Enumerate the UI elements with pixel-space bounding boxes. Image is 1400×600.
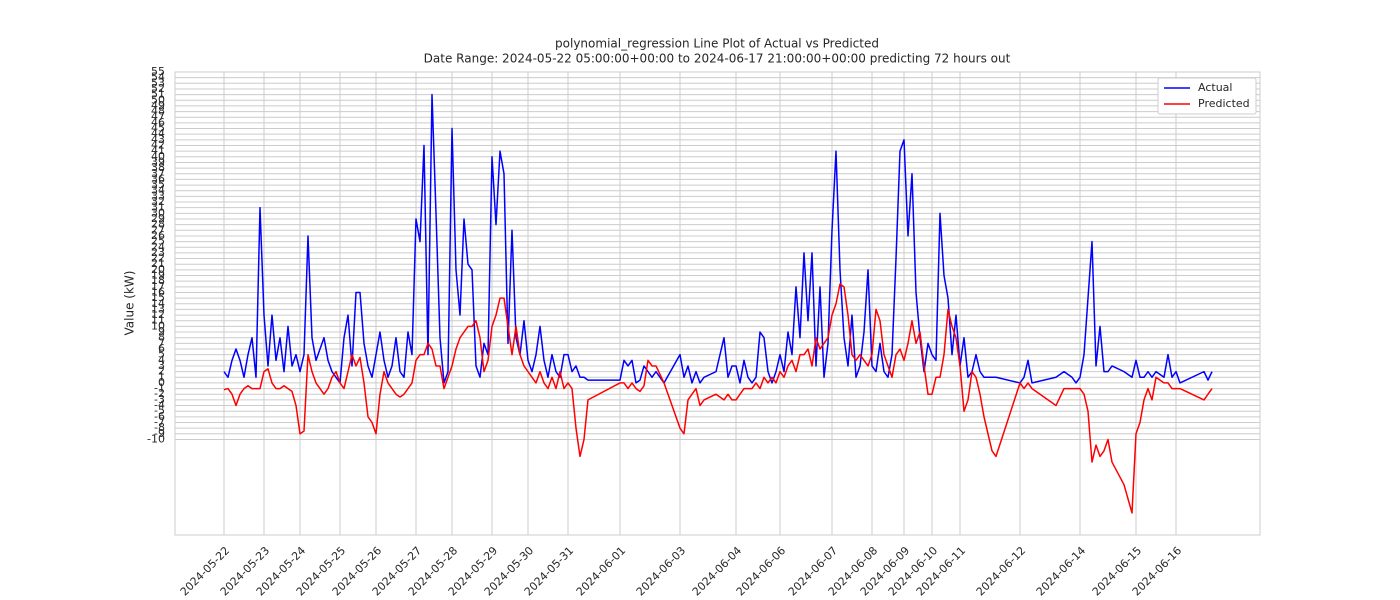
- y-axis-label: Value (kW): [123, 271, 137, 336]
- y-tick-label: -10: [147, 432, 165, 445]
- y-tick-label: -4: [154, 399, 165, 412]
- y-tick-label: 26: [151, 229, 165, 242]
- x-tick-label: 2024-06-01: [574, 544, 628, 598]
- y-tick-label: 4: [158, 353, 165, 366]
- y-tick-label: 28: [151, 218, 165, 231]
- series-line: [223, 283, 1213, 514]
- y-tick-label: -7: [154, 416, 165, 429]
- y-tick-label: 54: [151, 71, 165, 84]
- y-tick-label: 41: [151, 144, 165, 157]
- y-tick-label: 11: [151, 314, 165, 327]
- y-tick-label: 30: [151, 206, 165, 219]
- y-tick-label: 5: [158, 348, 165, 361]
- y-tick-label: 31: [151, 201, 165, 214]
- y-tick-label: 29: [151, 212, 165, 225]
- y-tick-label: -3: [154, 393, 165, 406]
- x-tick-label: 2024-06-12: [974, 544, 1028, 598]
- y-tick-label: 12: [151, 308, 165, 321]
- y-tick-label: 24: [151, 240, 165, 253]
- y-tick-label: 34: [151, 184, 165, 197]
- y-tick-label: -8: [154, 421, 165, 434]
- y-tick-label: 40: [151, 150, 165, 163]
- y-tick-label: -5: [154, 404, 165, 417]
- y-tick-label: 3: [158, 359, 165, 372]
- x-tick-label: 2024-06-14: [1034, 544, 1088, 598]
- y-tick-label: 23: [151, 246, 165, 259]
- y-tick-label: 18: [151, 274, 165, 287]
- y-tick-label: 35: [151, 178, 165, 191]
- legend: Actual Predicted: [1157, 77, 1257, 115]
- y-tick-label: 39: [151, 155, 165, 168]
- plot-frame: [174, 71, 1261, 536]
- y-tick-label: 1: [158, 370, 165, 383]
- y-tick-label: 0: [158, 376, 165, 389]
- y-tick-label: 20: [151, 263, 165, 276]
- y-tick-label: 50: [151, 93, 165, 106]
- y-tick-label: 49: [151, 99, 165, 112]
- y-tick-label: 27: [151, 223, 165, 236]
- y-tick-label: 14: [151, 297, 165, 310]
- y-tick-label: 7: [158, 336, 165, 349]
- legend-label: Predicted: [1198, 97, 1250, 110]
- y-tick-label: 25: [151, 235, 165, 248]
- y-tick-label: 48: [151, 105, 165, 118]
- chart-title: polynomial_regression Line Plot of Actua…: [555, 37, 879, 51]
- legend-box: [1157, 77, 1257, 115]
- y-tick-label: 42: [151, 138, 165, 151]
- y-tick-label: 6: [158, 342, 165, 355]
- y-tick-label: 51: [151, 88, 165, 101]
- y-tick-label: 2: [158, 365, 165, 378]
- y-tick-label: 55: [151, 65, 165, 78]
- y-tick-label: 13: [151, 302, 165, 315]
- y-tick-label: 9: [158, 325, 165, 338]
- y-tick-label: 16: [151, 285, 165, 298]
- y-tick-label: -9: [154, 427, 165, 440]
- y-tick-label: -6: [154, 410, 165, 423]
- y-tick-label: 17: [151, 280, 165, 293]
- y-tick-label: 37: [151, 167, 165, 180]
- y-tick-label: 43: [151, 133, 165, 146]
- y-tick-label: 21: [151, 257, 165, 270]
- y-tick-label: 44: [151, 127, 165, 140]
- chart-subtitle: Date Range: 2024-05-22 05:00:00+00:00 to…: [424, 52, 1011, 66]
- y-tick-label: 46: [151, 116, 165, 129]
- y-tick-label: 45: [151, 122, 165, 135]
- x-tick-label: 2024-06-03: [634, 544, 688, 598]
- y-tick-label: 32: [151, 195, 165, 208]
- y-tick-label: 15: [151, 291, 165, 304]
- y-tick-label: 38: [151, 161, 165, 174]
- y-tick-label: 47: [151, 110, 165, 123]
- series-line: [223, 93, 1213, 384]
- legend-label: Actual: [1198, 81, 1232, 94]
- y-tick-label: 19: [151, 269, 165, 282]
- y-tick-label: 36: [151, 172, 165, 185]
- y-tick-label: 10: [151, 319, 165, 332]
- y-tick-label: 22: [151, 252, 165, 265]
- y-tick-label: 52: [151, 82, 165, 95]
- y-tick-label: 8: [158, 331, 165, 344]
- y-tick-label: 33: [151, 189, 165, 202]
- y-tick-label: -2: [154, 387, 165, 400]
- y-tick-label: 53: [151, 76, 165, 89]
- y-tick-label: -1: [154, 382, 165, 395]
